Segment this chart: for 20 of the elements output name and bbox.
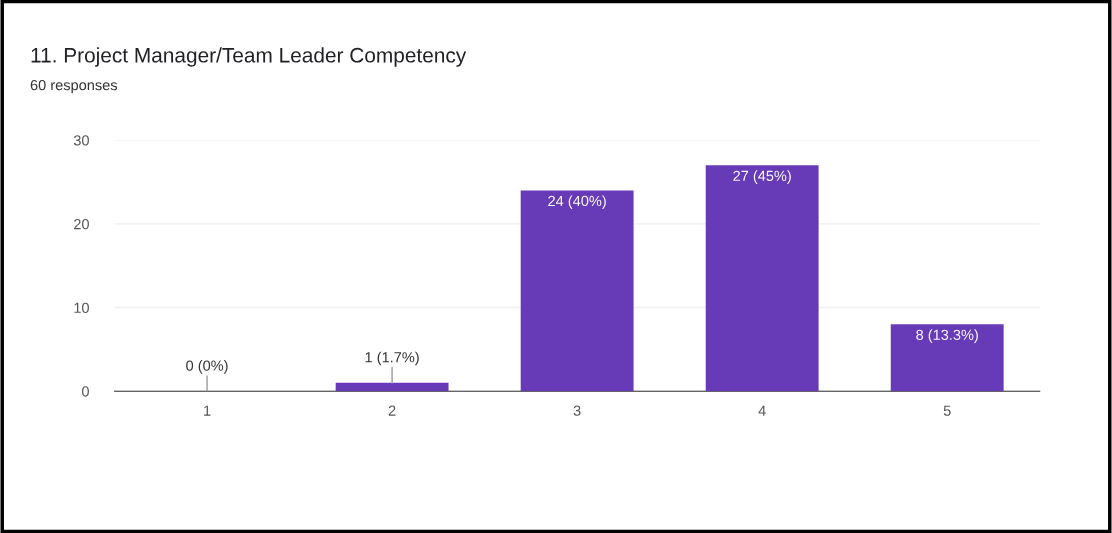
data-label: 1 (1.7%)	[365, 351, 419, 366]
data-label: 8 (13.3%)	[916, 329, 978, 343]
data-label: 27 (45%)	[733, 170, 791, 184]
x-tick-label: 4	[758, 405, 766, 416]
x-tick-label: 1	[204, 405, 211, 416]
x-tick-label: 3	[573, 405, 581, 416]
y-tick-label: 10	[74, 302, 89, 313]
x-tick-label: 2	[388, 405, 396, 416]
data-label: 0 (0%)	[186, 360, 228, 374]
bar	[890, 324, 1004, 392]
bar	[520, 190, 634, 392]
chart-subtitle: 60 responses	[30, 79, 118, 94]
chart-title: 11. Project Manager/Team Leader Competency	[31, 47, 467, 67]
data-label: 24 (40%)	[548, 195, 606, 209]
bar	[705, 165, 819, 392]
bar	[335, 382, 449, 392]
x-tick-label: 5	[943, 405, 951, 416]
y-tick-label: 30	[73, 135, 89, 146]
y-tick-label: 0	[82, 386, 89, 397]
y-tick-label: 20	[74, 218, 89, 230]
